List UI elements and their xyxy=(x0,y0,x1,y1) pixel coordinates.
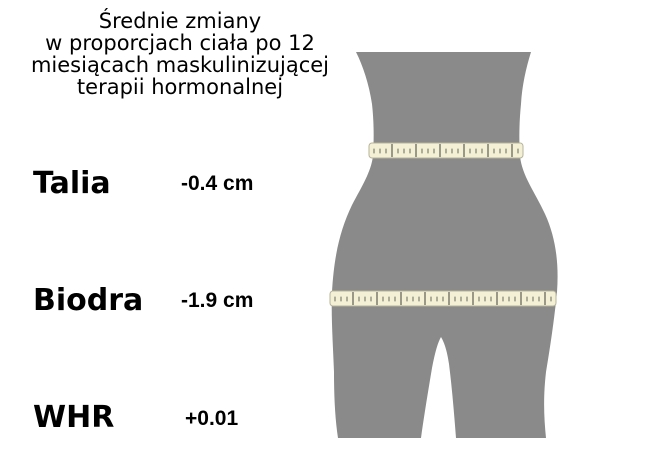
title-line-2: w proporcjach ciała po 12 xyxy=(45,31,315,55)
whr-value: +0.01 xyxy=(185,407,239,430)
diagram-title: Średnie zmiany w proporcjach ciała po 12… xyxy=(0,10,360,98)
hip-label: Biodra xyxy=(33,283,144,318)
title-line-1: Średnie zmiany xyxy=(98,9,262,33)
body-silhouette xyxy=(331,52,558,438)
waist-value: -0.4 cm xyxy=(181,172,254,195)
title-line-3: miesiącach maskulinizującej xyxy=(30,53,330,77)
hip-tape-ticks xyxy=(334,292,552,305)
hip-value: -1.9 cm xyxy=(181,289,254,312)
waist-tape xyxy=(368,142,524,159)
whr-label: WHR xyxy=(33,400,115,435)
waist-label: Talia xyxy=(33,166,111,201)
waist-tape-ticks xyxy=(373,144,519,157)
hip-tape xyxy=(329,290,557,307)
title-line-4: terapii hormonalnej xyxy=(76,75,284,99)
